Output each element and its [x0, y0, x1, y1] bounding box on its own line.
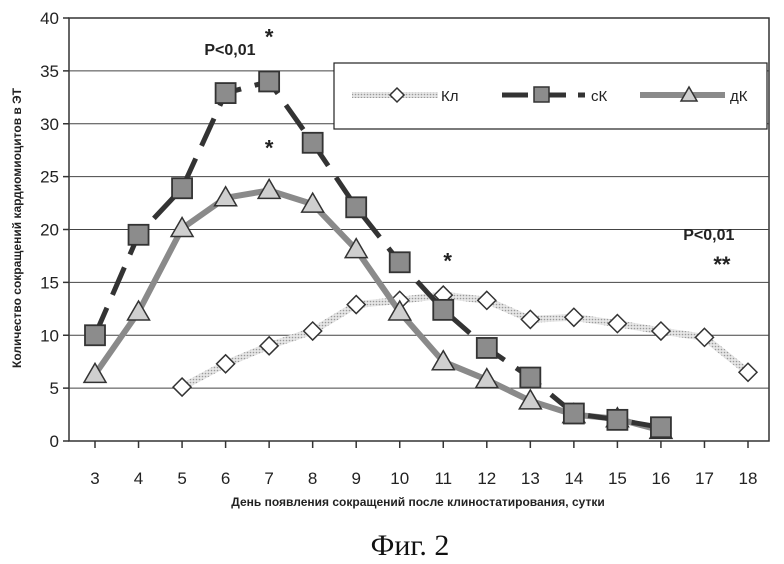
data-point-sk: [85, 325, 105, 345]
x-tick-label: 15: [608, 469, 627, 488]
p-value-label: P<0,01: [204, 42, 255, 59]
significance-star: *: [265, 24, 274, 49]
data-point-sk: [390, 252, 410, 272]
y-tick-label: 35: [40, 62, 59, 81]
data-point-sk: [651, 417, 671, 437]
x-axis-title: День появления сокращений после клиноста…: [231, 495, 604, 509]
y-tick-label: 0: [50, 432, 59, 451]
x-tick-label: 3: [90, 469, 99, 488]
legend-label-sk: сК: [591, 88, 608, 105]
x-tick-label: 18: [739, 469, 758, 488]
data-point-sk: [259, 71, 279, 91]
x-tick-label: 6: [221, 469, 230, 488]
x-tick-label: 10: [390, 469, 409, 488]
significance-star: *: [443, 249, 452, 274]
data-point-sk: [129, 225, 149, 245]
x-tick-label: 7: [264, 469, 273, 488]
data-point-sk: [607, 410, 627, 430]
x-tick-label: 12: [477, 469, 496, 488]
x-tick-label: 14: [564, 469, 583, 488]
data-point-sk: [172, 178, 192, 198]
data-point-sk: [477, 338, 497, 358]
data-point-sk: [303, 133, 323, 153]
significance-star: **: [713, 252, 731, 277]
x-tick-label: 13: [521, 469, 540, 488]
y-tick-label: 20: [40, 221, 59, 240]
figure-caption: Фиг. 2: [371, 529, 450, 562]
x-tick-label: 9: [351, 469, 360, 488]
y-axis-title: Количество сокращений кардиомиоцитов в Э…: [10, 87, 24, 368]
y-tick-label: 40: [40, 9, 59, 28]
x-tick-label: 8: [308, 469, 317, 488]
data-point-sk: [520, 368, 540, 388]
x-tick-label: 17: [695, 469, 714, 488]
x-tick-label: 16: [651, 469, 670, 488]
legend-marker-sk: [534, 87, 549, 102]
x-tick-label: 11: [434, 469, 452, 488]
y-tick-label: 25: [40, 168, 59, 187]
legend: Кл сК дК: [334, 63, 767, 129]
chart-figure: 0 5 10 15 20 25 30 35 40 3 4 5 6 7 8 9 10 11 12 13 14 15 16 17 1…: [0, 0, 784, 564]
y-tick-label: 15: [40, 273, 59, 292]
legend-label-dk: дК: [730, 88, 748, 105]
y-tick-label: 5: [50, 379, 59, 398]
significance-star: *: [265, 135, 274, 160]
x-tick-label: 5: [177, 469, 186, 488]
y-tick-label: 30: [40, 115, 59, 134]
x-tick-label: 4: [134, 469, 143, 488]
data-point-sk: [564, 404, 584, 424]
p-value-label: P<0,01: [683, 227, 734, 244]
data-point-sk: [216, 83, 236, 103]
y-tick-label: 10: [40, 326, 59, 345]
data-point-sk: [346, 197, 366, 217]
data-point-sk: [433, 300, 453, 320]
legend-label-kl: Кл: [441, 88, 459, 105]
